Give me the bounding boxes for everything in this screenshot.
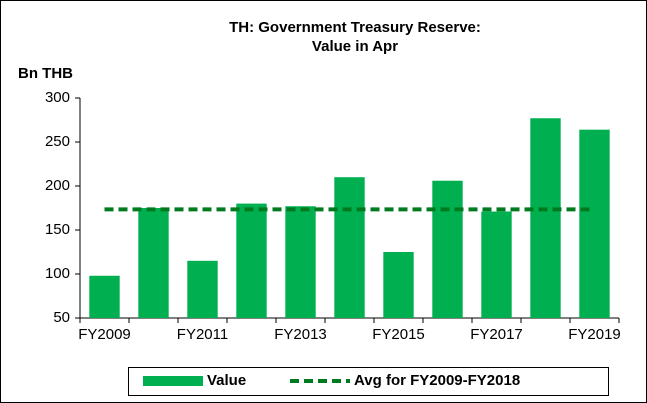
bar bbox=[334, 177, 365, 318]
legend-swatch bbox=[143, 376, 203, 386]
bar bbox=[481, 211, 512, 318]
bar bbox=[579, 129, 610, 318]
y-tick-label: 100 bbox=[45, 265, 70, 282]
y-tick-label: 200 bbox=[45, 177, 70, 194]
y-tick-label: 250 bbox=[45, 133, 70, 150]
legend-label: Value bbox=[207, 372, 246, 389]
y-tick-label: 150 bbox=[45, 221, 70, 238]
bar bbox=[432, 180, 463, 318]
x-tick-label: FY2009 bbox=[78, 326, 131, 343]
bar bbox=[187, 260, 218, 318]
x-tick-label: FY2011 bbox=[177, 326, 228, 343]
x-tick-label: FY2019 bbox=[568, 326, 621, 343]
bar bbox=[530, 118, 561, 319]
bar bbox=[138, 208, 169, 318]
bar bbox=[236, 203, 267, 318]
legend-label: Avg for FY2009-FY2018 bbox=[354, 372, 520, 389]
chart-title: TH: Government Treasury Reserve: bbox=[229, 19, 481, 36]
chart-title: Value in Apr bbox=[312, 38, 398, 55]
bar bbox=[89, 275, 120, 318]
y-axis-label: Bn THB bbox=[18, 65, 73, 82]
bar bbox=[285, 206, 316, 318]
x-tick-label: FY2017 bbox=[470, 326, 523, 343]
bar bbox=[383, 252, 414, 318]
x-tick-label: FY2013 bbox=[274, 326, 327, 343]
legend bbox=[128, 367, 609, 396]
y-tick-label: 300 bbox=[45, 89, 70, 106]
x-tick-label: FY2015 bbox=[372, 326, 425, 343]
y-tick-label: 50 bbox=[53, 309, 70, 326]
